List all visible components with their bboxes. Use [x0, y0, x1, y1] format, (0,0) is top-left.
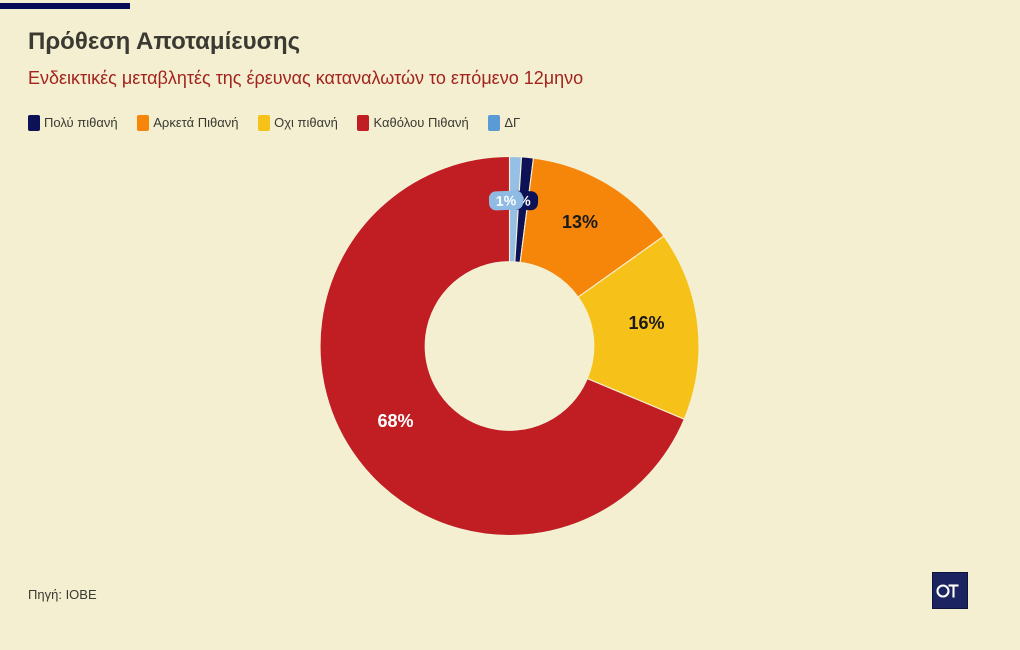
svg-text:13%: 13%	[562, 212, 598, 232]
svg-text:68%: 68%	[377, 411, 413, 431]
svg-text:16%: 16%	[628, 313, 664, 333]
svg-text:1%: 1%	[496, 192, 517, 209]
